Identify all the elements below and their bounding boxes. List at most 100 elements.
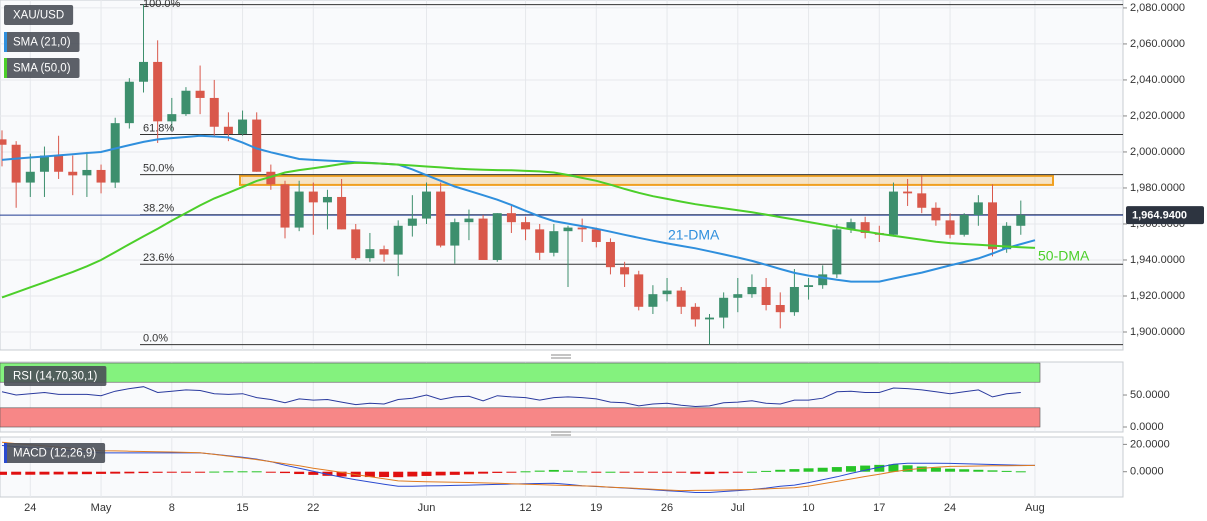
histogram-bar bbox=[506, 471, 517, 473]
x-tick-label: 10 bbox=[802, 502, 814, 514]
y-tick-label: 50.0000 bbox=[1130, 389, 1170, 401]
y-tick-label: 1,900.0000 bbox=[1130, 326, 1185, 338]
panel-handle[interactable] bbox=[551, 354, 571, 359]
histogram-bar bbox=[987, 470, 998, 472]
candle-body bbox=[308, 191, 318, 203]
histogram-bar bbox=[746, 471, 757, 473]
legend-box bbox=[4, 32, 80, 52]
candle-body bbox=[54, 155, 64, 172]
histogram-bar bbox=[874, 464, 885, 472]
x-tick-label: 17 bbox=[873, 502, 885, 514]
y-tick-label: 2,080.0000 bbox=[1130, 2, 1185, 14]
x-tick-label: May bbox=[91, 502, 112, 514]
histogram-bar bbox=[364, 471, 375, 478]
y-tick-label: 1,980.0000 bbox=[1130, 182, 1185, 194]
candle-body bbox=[818, 274, 828, 286]
candle-body bbox=[209, 97, 219, 127]
candle-body bbox=[450, 222, 460, 246]
legend-label: XAU/USD bbox=[13, 10, 64, 22]
histogram-bar bbox=[25, 471, 36, 475]
histogram-bar bbox=[761, 470, 772, 472]
histogram-bar bbox=[902, 465, 913, 472]
candle-body bbox=[804, 285, 814, 287]
histogram-bar bbox=[888, 464, 899, 472]
last-price-box bbox=[1126, 206, 1204, 225]
legend-label: SMA (21,0) bbox=[13, 37, 71, 49]
plot-area bbox=[0, 0, 1123, 350]
candle-body bbox=[167, 114, 177, 122]
histogram-bar bbox=[930, 467, 941, 472]
histogram-bar bbox=[591, 471, 602, 473]
candle-body bbox=[761, 286, 771, 305]
histogram-bar bbox=[0, 471, 7, 475]
candle-body bbox=[662, 290, 672, 295]
y-tick-label: 0.0000 bbox=[1130, 466, 1164, 478]
candle-body bbox=[139, 61, 148, 82]
legend-label: RSI (14,70,30,1) bbox=[13, 371, 98, 383]
line-annotation: 50-DMA bbox=[1038, 248, 1090, 264]
histogram-bar bbox=[916, 466, 927, 472]
rsi-line bbox=[1, 386, 1021, 408]
rsi-band bbox=[0, 407, 1041, 428]
plot-area bbox=[0, 437, 1036, 497]
x-tick-label: 22 bbox=[307, 502, 319, 514]
histogram-bar bbox=[1015, 471, 1026, 473]
candle-body bbox=[25, 171, 35, 183]
fib-label: 0.0% bbox=[143, 333, 168, 345]
x-tick-label: Jun bbox=[418, 502, 436, 514]
histogram-bar bbox=[577, 471, 588, 473]
candle-body bbox=[549, 231, 559, 253]
macd-line bbox=[1, 441, 1036, 492]
histogram-bar bbox=[1001, 470, 1012, 472]
histogram-bar bbox=[393, 471, 404, 478]
histogram-bar bbox=[534, 470, 545, 472]
panel-handle[interactable] bbox=[551, 431, 571, 436]
candle-body bbox=[153, 61, 163, 122]
candle-body bbox=[931, 207, 941, 221]
candle-body bbox=[492, 213, 502, 260]
candle-body bbox=[917, 193, 927, 208]
x-tick-label: Aug bbox=[1025, 502, 1045, 514]
histogram-bar bbox=[81, 471, 92, 475]
candle-body bbox=[634, 274, 644, 307]
y-tick-label: 2,000.0000 bbox=[1130, 146, 1185, 158]
candle-body bbox=[82, 169, 92, 176]
candle-body bbox=[789, 286, 799, 313]
fib-label: 38.2% bbox=[143, 203, 174, 215]
histogram-bar bbox=[39, 471, 50, 475]
histogram-bar bbox=[548, 469, 559, 472]
line-annotation: 21-DMA bbox=[668, 227, 720, 243]
histogram-bar bbox=[379, 471, 390, 478]
histogram-bar bbox=[492, 471, 503, 473]
legend-label: SMA (50,0) bbox=[13, 63, 71, 75]
fib-label: 50.0% bbox=[143, 163, 174, 175]
candle-body bbox=[903, 191, 913, 194]
x-tick-label: 24 bbox=[944, 502, 956, 514]
candle-body bbox=[1002, 225, 1012, 250]
candle-body bbox=[39, 155, 49, 172]
candle-body bbox=[0, 139, 7, 145]
candle-body bbox=[747, 286, 757, 295]
candle-body bbox=[181, 90, 191, 115]
candle-body bbox=[959, 214, 969, 235]
histogram-bar bbox=[605, 471, 616, 473]
histogram-bar bbox=[435, 471, 446, 476]
candle-body bbox=[11, 144, 21, 183]
histogram-bar bbox=[945, 468, 956, 472]
histogram-bar bbox=[732, 471, 743, 473]
candle-body bbox=[888, 191, 898, 235]
candle-body bbox=[591, 229, 601, 242]
histogram-bar bbox=[449, 471, 460, 475]
candle-body bbox=[294, 191, 304, 228]
y-tick-label: 1,920.0000 bbox=[1130, 290, 1185, 302]
histogram-bar bbox=[563, 470, 573, 472]
histogram-bar bbox=[110, 471, 121, 474]
histogram-bar bbox=[718, 471, 729, 474]
candle-body bbox=[535, 229, 545, 253]
histogram-bar bbox=[520, 471, 531, 473]
x-tick-label: 15 bbox=[236, 502, 248, 514]
candle-body bbox=[733, 294, 743, 298]
histogram-bar bbox=[421, 471, 432, 476]
x-tick-label: Jul bbox=[731, 502, 745, 514]
legend-item: RSI (14,70,30,1) bbox=[4, 366, 107, 386]
